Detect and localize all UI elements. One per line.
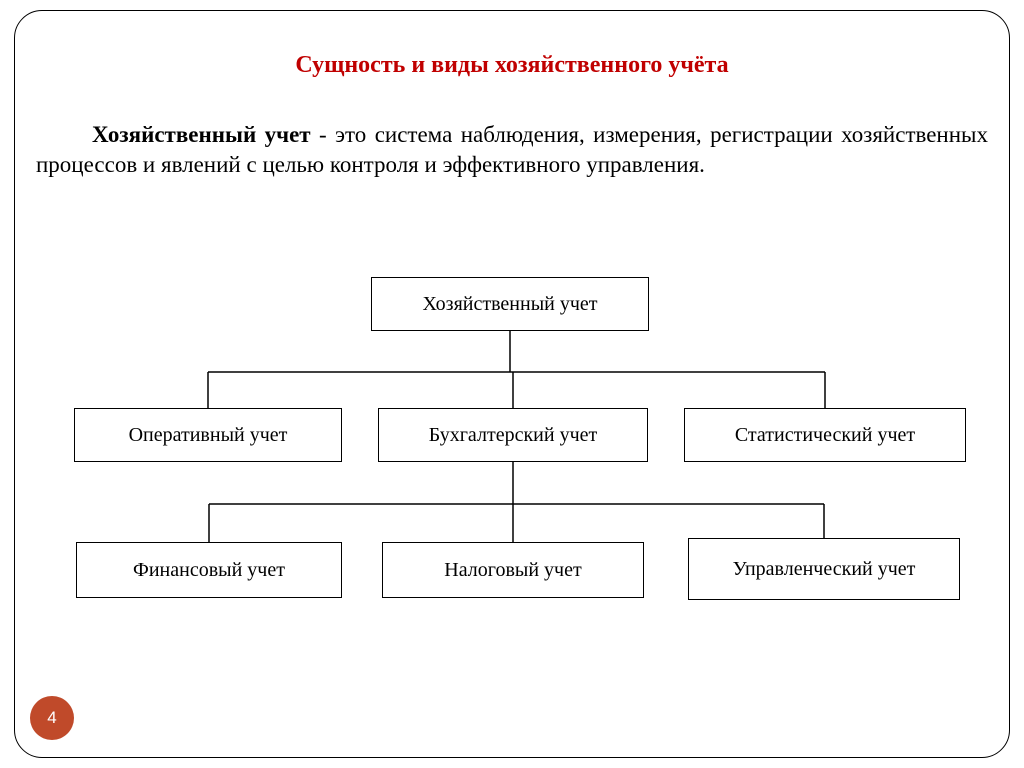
page-number-badge: 4 <box>30 696 74 740</box>
node-bu: Бухгалтерский учет <box>378 408 648 462</box>
node-fin: Финансовый учет <box>76 542 342 598</box>
node-st: Статистический учет <box>684 408 966 462</box>
node-mgmt: Управленческий учет <box>688 538 960 600</box>
node-root: Хозяйственный учет <box>371 277 649 331</box>
node-tax: Налоговый учет <box>382 542 644 598</box>
slide: Сущность и виды хозяйственного учёта Хоз… <box>0 0 1024 768</box>
node-op: Оперативный учет <box>74 408 342 462</box>
hierarchy-connectors <box>0 0 1024 768</box>
